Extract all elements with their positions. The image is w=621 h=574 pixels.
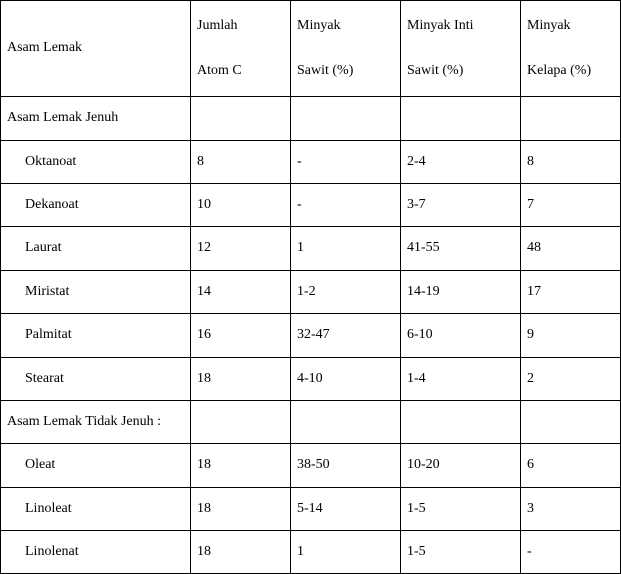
empty-cell <box>521 97 621 140</box>
row-kelapa: 9 <box>521 314 621 357</box>
row-sawit: 5-14 <box>291 487 401 530</box>
table-header-row: Asam Lemak Jumlah Atom C Minyak Sawit (%… <box>1 1 621 97</box>
row-atomc: 8 <box>191 140 291 183</box>
header-label: Sawit (%) <box>407 63 463 78</box>
row-name: Miristat <box>1 270 191 313</box>
header-label: Sawit (%) <box>297 63 353 78</box>
table-row: Laurat 12 1 41-55 48 <box>1 227 621 270</box>
header-asam-lemak: Asam Lemak <box>1 1 191 97</box>
table-row: Stearat 18 4-10 1-4 2 <box>1 357 621 400</box>
row-sawit: - <box>291 140 401 183</box>
row-name: Linolenat <box>1 531 191 574</box>
row-inti: 10-20 <box>401 444 521 487</box>
empty-cell <box>291 400 401 443</box>
header-label: Atom C <box>197 63 242 78</box>
row-atomc: 18 <box>191 357 291 400</box>
row-kelapa: 3 <box>521 487 621 530</box>
row-inti: 3-7 <box>401 183 521 226</box>
empty-cell <box>521 400 621 443</box>
empty-cell <box>401 97 521 140</box>
header-label: Minyak Inti <box>407 18 474 33</box>
row-inti: 2-4 <box>401 140 521 183</box>
header-label: Asam Lemak <box>7 40 82 55</box>
table-row: Dekanoat 10 - 3-7 7 <box>1 183 621 226</box>
fatty-acid-table: Asam Lemak Jumlah Atom C Minyak Sawit (%… <box>0 0 621 574</box>
row-kelapa: 7 <box>521 183 621 226</box>
header-label: Minyak <box>297 18 341 33</box>
row-kelapa: 2 <box>521 357 621 400</box>
row-atomc: 14 <box>191 270 291 313</box>
header-minyak-inti-sawit: Minyak Inti Sawit (%) <box>401 1 521 97</box>
row-name: Oktanoat <box>1 140 191 183</box>
row-inti: 1-4 <box>401 357 521 400</box>
empty-cell <box>291 97 401 140</box>
row-inti: 6-10 <box>401 314 521 357</box>
row-atomc: 18 <box>191 531 291 574</box>
row-sawit: 38-50 <box>291 444 401 487</box>
row-inti: 14-19 <box>401 270 521 313</box>
section-title: Asam Lemak Jenuh <box>1 97 191 140</box>
row-kelapa: 6 <box>521 444 621 487</box>
row-kelapa: - <box>521 531 621 574</box>
row-name: Oleat <box>1 444 191 487</box>
empty-cell <box>191 400 291 443</box>
table-row: Oktanoat 8 - 2-4 8 <box>1 140 621 183</box>
row-kelapa: 8 <box>521 140 621 183</box>
row-atomc: 18 <box>191 487 291 530</box>
row-name: Stearat <box>1 357 191 400</box>
header-minyak-sawit: Minyak Sawit (%) <box>291 1 401 97</box>
row-kelapa: 48 <box>521 227 621 270</box>
table-row: Oleat 18 38-50 10-20 6 <box>1 444 621 487</box>
row-atomc: 10 <box>191 183 291 226</box>
header-label: Kelapa (%) <box>527 63 591 78</box>
row-atomc: 18 <box>191 444 291 487</box>
row-kelapa: 17 <box>521 270 621 313</box>
header-label: Jumlah <box>197 18 237 33</box>
table-row: Palmitat 16 32-47 6-10 9 <box>1 314 621 357</box>
row-sawit: 1-2 <box>291 270 401 313</box>
row-inti: 41-55 <box>401 227 521 270</box>
table-row: Miristat 14 1-2 14-19 17 <box>1 270 621 313</box>
row-sawit: - <box>291 183 401 226</box>
row-sawit: 1 <box>291 227 401 270</box>
row-sawit: 32-47 <box>291 314 401 357</box>
row-name: Palmitat <box>1 314 191 357</box>
empty-cell <box>401 400 521 443</box>
table-row: Linoleat 18 5-14 1-5 3 <box>1 487 621 530</box>
header-label: Minyak <box>527 18 571 33</box>
section-title: Asam Lemak Tidak Jenuh : <box>1 400 191 443</box>
row-inti: 1-5 <box>401 487 521 530</box>
empty-cell <box>191 97 291 140</box>
section-row-tidak-jenuh: Asam Lemak Tidak Jenuh : <box>1 400 621 443</box>
header-minyak-kelapa: Minyak Kelapa (%) <box>521 1 621 97</box>
row-atomc: 12 <box>191 227 291 270</box>
row-name: Laurat <box>1 227 191 270</box>
row-sawit: 4-10 <box>291 357 401 400</box>
row-name: Linoleat <box>1 487 191 530</box>
section-row-jenuh: Asam Lemak Jenuh <box>1 97 621 140</box>
row-sawit: 1 <box>291 531 401 574</box>
row-inti: 1-5 <box>401 531 521 574</box>
row-name: Dekanoat <box>1 183 191 226</box>
header-jumlah-atom-c: Jumlah Atom C <box>191 1 291 97</box>
row-atomc: 16 <box>191 314 291 357</box>
table-row: Linolenat 18 1 1-5 - <box>1 531 621 574</box>
